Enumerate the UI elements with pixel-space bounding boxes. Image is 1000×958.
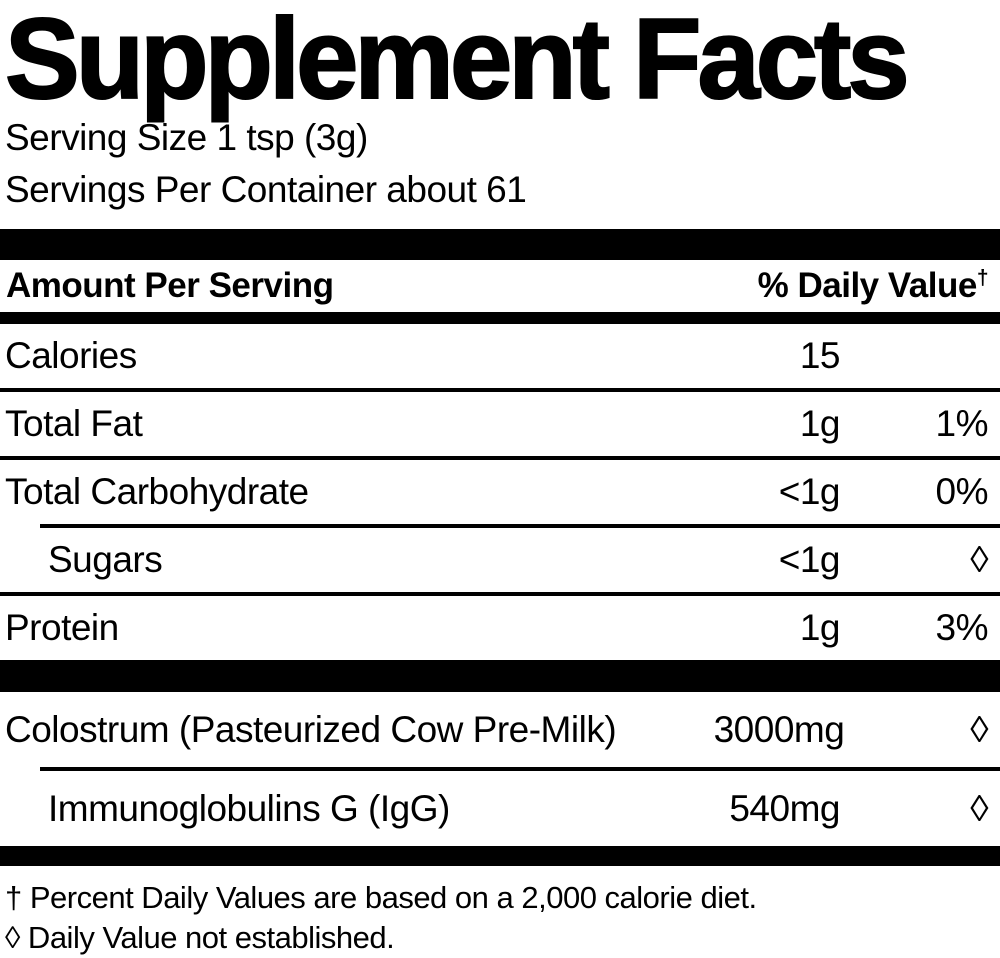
ingredient-name: Immunoglobulins G (IgG) [48, 787, 450, 829]
nutrient-row-sugars: Sugars <1g ◊ [0, 528, 1000, 592]
row-separator-indented [40, 524, 1000, 528]
servings-per-container-text: Servings Per Container about 61 [5, 169, 527, 210]
row-separator-indented [40, 767, 1000, 771]
nutrient-amount: <1g [778, 471, 841, 512]
ingredient-dv-diamond: ◊ [970, 787, 988, 829]
label-title: Supplement Facts [4, 0, 911, 123]
divider-thick-middle [0, 660, 1000, 692]
column-header-row: Amount Per Serving % Daily Value† [0, 260, 1000, 312]
row-separator [0, 592, 1000, 596]
nutrient-dv-diamond: ◊ [970, 539, 988, 580]
footnotes: † Percent Daily Values are based on a 2,… [0, 878, 1000, 958]
nutrient-amount: 15 [799, 335, 841, 376]
nutrient-row-total-carbohydrate: Total Carbohydrate <1g 0% [0, 460, 1000, 524]
ingredient-amount: 3000mg [713, 708, 845, 750]
nutrient-row-total-fat: Total Fat 1g 1% [0, 392, 1000, 456]
nutrient-name: Total Fat [5, 403, 143, 444]
nutrient-amount: <1g [778, 539, 841, 580]
nutrient-name: Protein [5, 607, 119, 648]
ingredient-name: Colostrum (Pasteurized Cow Pre-Milk) [5, 708, 617, 750]
daily-value-header-text: % Daily Value [757, 266, 978, 305]
dagger-symbol: † [976, 266, 989, 290]
nutrient-row-calories: Calories 15 [0, 324, 1000, 388]
footnote-daily-value: † Percent Daily Values are based on a 2,… [5, 880, 757, 915]
nutrient-name: Total Carbohydrate [5, 471, 309, 512]
divider-medium-header [0, 312, 1000, 324]
nutrient-dv: 3% [935, 607, 989, 648]
nutrient-amount: 1g [799, 607, 841, 648]
nutrient-dv: 1% [935, 403, 989, 444]
daily-value-header: % Daily Value† [757, 266, 989, 306]
nutrient-dv: 0% [935, 471, 989, 512]
divider-thick-bottom [0, 846, 1000, 866]
row-separator [0, 456, 1000, 460]
nutrient-row-protein: Protein 1g 3% [0, 596, 1000, 660]
nutrient-name: Sugars [48, 539, 163, 580]
ingredient-row-colostrum: Colostrum (Pasteurized Cow Pre-Milk) 300… [0, 692, 1000, 767]
ingredient-dv-diamond: ◊ [970, 708, 988, 750]
ingredient-row-immunoglobulins: Immunoglobulins G (IgG) 540mg ◊ [0, 771, 1000, 846]
nutrient-name: Calories [5, 335, 137, 376]
serving-size-text: Serving Size 1 tsp (3g) [5, 117, 368, 158]
amount-per-serving-header: Amount Per Serving [6, 266, 334, 305]
footnote-not-established: ◊ Daily Value not established. [5, 920, 395, 955]
row-separator [0, 388, 1000, 392]
divider-thick-top [0, 229, 1000, 260]
nutrient-amount: 1g [799, 403, 841, 444]
ingredient-amount: 540mg [729, 787, 840, 829]
